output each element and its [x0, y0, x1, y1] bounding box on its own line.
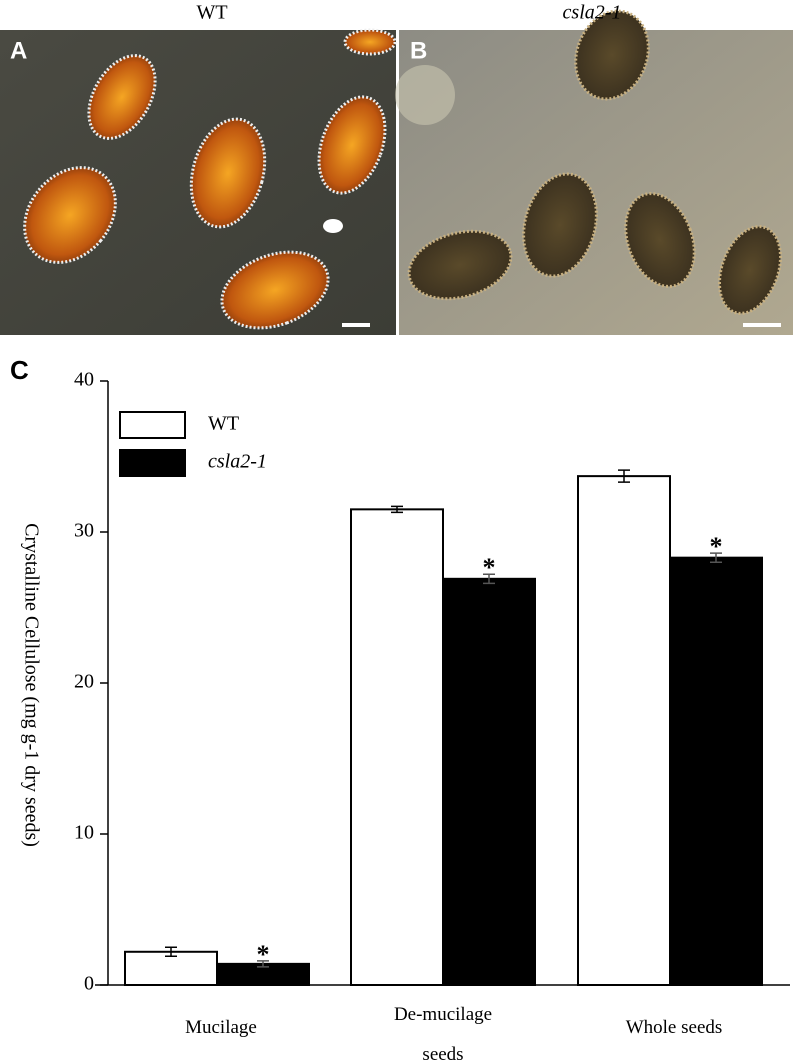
y-tick-label: 40 [74, 369, 94, 391]
error-bar [710, 552, 722, 563]
x-tick-label: Whole seeds [625, 1017, 723, 1038]
photo-b [395, 9, 793, 335]
legend-swatch [119, 449, 186, 477]
panel-title: WT [196, 2, 227, 24]
y-tick-label: 20 [74, 671, 94, 693]
bar [124, 950, 218, 987]
bar [669, 556, 763, 986]
error-bar [618, 469, 630, 483]
significance-marker: * [257, 940, 270, 969]
error-bar [165, 946, 177, 958]
error-bar [391, 505, 403, 514]
bar [442, 577, 536, 986]
panel-label: C [10, 355, 29, 385]
legend-label: WT [208, 413, 239, 435]
legend-swatch [119, 411, 186, 439]
y-tick-label: 0 [84, 973, 94, 995]
panel-title: csla2-1 [563, 2, 622, 24]
y-tick-label: 30 [74, 520, 94, 542]
photo-a [0, 28, 397, 335]
x-tick-label: Mucilage [185, 1017, 257, 1038]
significance-marker: * [483, 553, 496, 582]
bar [350, 508, 444, 986]
legend-label: csla2-1 [208, 451, 267, 473]
x-tick-label: De-mucilage seeds [393, 1004, 493, 1061]
error-bar [483, 573, 495, 585]
y-tick-label: 10 [74, 822, 94, 844]
significance-marker: * [710, 532, 723, 561]
y-axis-label: Crystalline Cellulose (mg g-1 dry seeds) [20, 523, 42, 847]
panel-label: A [10, 37, 27, 64]
error-bar [257, 960, 269, 968]
panel-label: B [410, 37, 427, 64]
bar [577, 475, 671, 986]
